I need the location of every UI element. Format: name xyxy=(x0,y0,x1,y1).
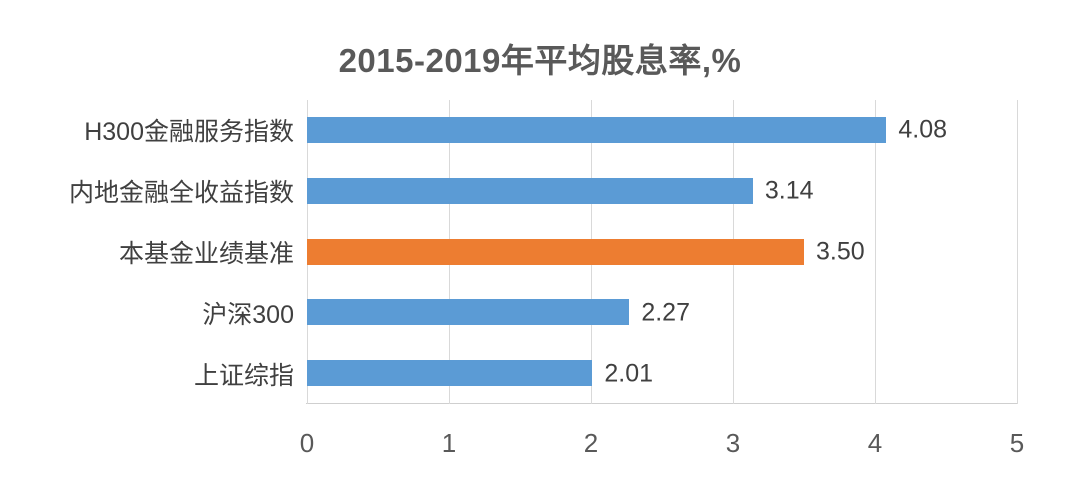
x-tick-label: 3 xyxy=(725,428,741,458)
chart-title: 2015-2019年平均股息率,% xyxy=(338,42,742,79)
value-label: 4.08 xyxy=(898,115,948,144)
x-tick-label: 2 xyxy=(583,428,599,458)
bar-row: 本基金业绩基准 3.50 xyxy=(119,222,1017,283)
value-label: 3.50 xyxy=(816,237,865,266)
value-label: 2.01 xyxy=(604,359,654,388)
x-axis-tick-labels: 0 1 2 3 4 5 xyxy=(300,428,1024,460)
bar xyxy=(307,238,804,265)
bar xyxy=(307,177,753,204)
bar-row: 沪深300 2.27 xyxy=(202,282,1017,343)
bar xyxy=(307,360,593,387)
x-tick-label: 5 xyxy=(1009,428,1025,458)
value-label: 2.27 xyxy=(641,298,690,327)
x-tick-label: 1 xyxy=(441,428,457,458)
category-label: 本基金业绩基准 xyxy=(118,239,294,268)
gridline xyxy=(1017,100,1018,404)
category-label: 上证综指 xyxy=(193,361,294,390)
value-label: 3.14 xyxy=(764,176,814,205)
x-tick-label: 0 xyxy=(299,428,315,458)
category-label: H300金融服务指数 xyxy=(84,118,294,147)
x-axis-line xyxy=(306,403,1017,404)
bar-row: 上证综指 2.01 xyxy=(194,343,1017,404)
bar xyxy=(307,299,630,326)
category-label: 内地金融全收益指数 xyxy=(68,179,294,208)
x-tick-label: 4 xyxy=(867,428,883,458)
plot-area: H300金融服务指数 4.08 内地金融全收益指数 3.14 本基金业绩基准 3.50 沪深… xyxy=(69,100,1018,404)
category-label: 沪深300 xyxy=(202,300,294,329)
bar-row: 内地金融全收益指数 3.14 xyxy=(69,161,1017,222)
gridline xyxy=(875,100,876,404)
bar-row: H300金融服务指数 4.08 xyxy=(84,100,1017,161)
bar xyxy=(307,117,887,143)
